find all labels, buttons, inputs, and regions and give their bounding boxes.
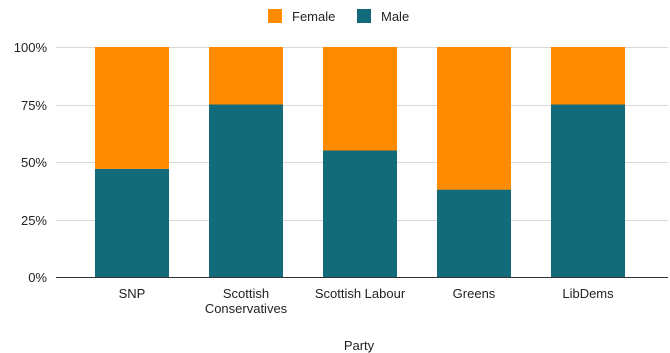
- bar-female-1: [209, 47, 283, 105]
- bar-male-3: [437, 189, 511, 277]
- bar-male-4: [551, 104, 625, 277]
- x-tick-label: Scottish Labour: [315, 286, 406, 301]
- bar-female-2: [323, 47, 397, 151]
- bar-female-4: [551, 47, 625, 105]
- bars: [56, 47, 668, 278]
- y-tick-label: 0%: [28, 270, 47, 285]
- legend-label-male: Male: [381, 9, 409, 24]
- y-tick-label: 75%: [21, 98, 47, 113]
- legend: Female Male: [268, 9, 409, 24]
- bar-female-3: [437, 47, 511, 190]
- y-axis-tick-labels: 0% 25% 50% 75% 100%: [14, 40, 48, 285]
- legend-swatch-female: [268, 9, 282, 23]
- x-axis-tick-labels: SNP Scottish Conservatives Scottish Labour G…: [119, 286, 615, 316]
- y-tick-label: 25%: [21, 213, 47, 228]
- bar-male-2: [323, 150, 397, 277]
- x-axis-title: Party: [344, 338, 375, 353]
- legend-swatch-male: [357, 9, 371, 23]
- bar-male-1: [209, 104, 283, 277]
- x-tick-label: Scottish Conservatives: [205, 286, 288, 316]
- x-tick-label: Greens: [453, 286, 496, 301]
- bar-female-0: [95, 47, 169, 169]
- legend-label-female: Female: [292, 9, 335, 24]
- x-tick-label: LibDems: [562, 286, 614, 301]
- y-tick-label: 100%: [14, 40, 48, 55]
- y-tick-label: 50%: [21, 155, 47, 170]
- bar-male-0: [95, 168, 169, 277]
- x-tick-label: SNP: [119, 286, 146, 301]
